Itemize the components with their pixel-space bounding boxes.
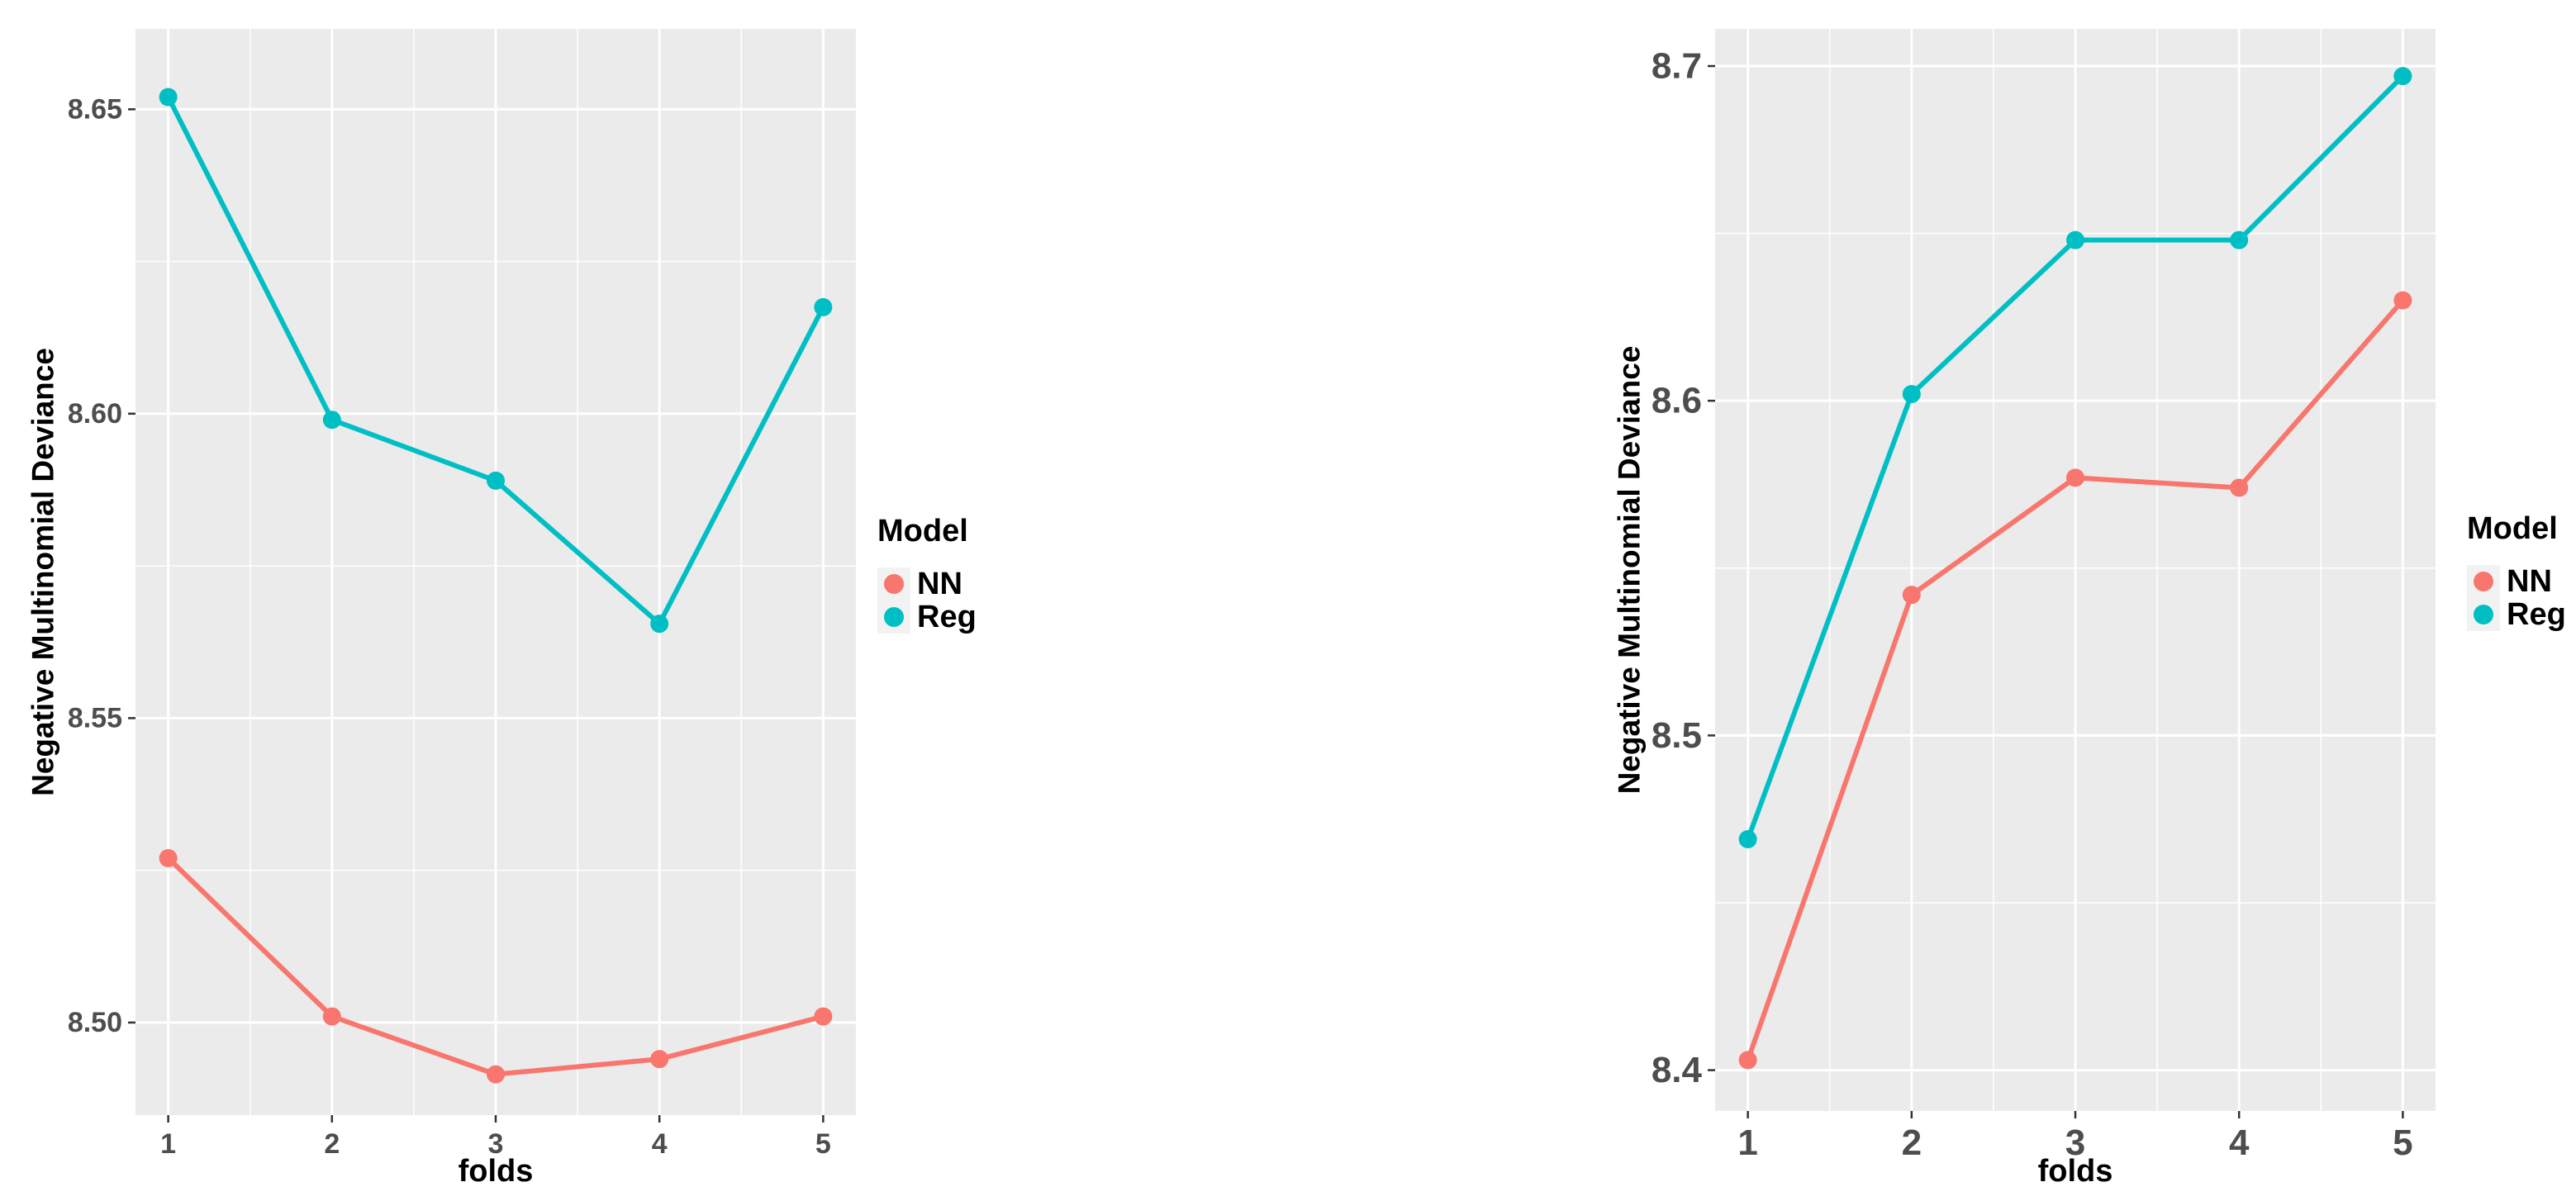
data-point-reg bbox=[322, 411, 341, 430]
data-point-nn bbox=[1902, 586, 1921, 605]
x-tick-label: 3 bbox=[488, 1128, 504, 1160]
x-tick-label: 3 bbox=[2065, 1123, 2085, 1163]
x-tick-label: 2 bbox=[1902, 1123, 1922, 1163]
x-axis-title: folds bbox=[459, 1154, 534, 1189]
data-point-reg bbox=[1902, 385, 1921, 404]
data-point-reg bbox=[2230, 230, 2249, 249]
x-tick-label: 1 bbox=[160, 1128, 176, 1160]
x-tick-label: 5 bbox=[2393, 1123, 2412, 1163]
left-chart: 8.50 8.55 8.60 8.65 1 2 3 4 5 folds Negative Multi… bbox=[26, 29, 977, 1189]
data-point-nn bbox=[2230, 478, 2249, 497]
right-chart: 8.4 8.5 8.6 8.7 1 2 3 4 5 folds Negative Multinomi… bbox=[1613, 29, 2566, 1189]
data-point-nn bbox=[322, 1007, 341, 1026]
y-tick-label: 8.7 bbox=[1652, 45, 1702, 86]
data-point-nn bbox=[650, 1050, 669, 1069]
y-tick-label: 8.5 bbox=[1652, 715, 1702, 756]
data-point-reg bbox=[2393, 67, 2412, 86]
y-tick-label: 8.4 bbox=[1652, 1050, 1703, 1090]
legend-label-reg: Reg bbox=[917, 600, 977, 634]
legend-key-reg bbox=[2474, 605, 2493, 624]
data-point-reg bbox=[487, 471, 505, 490]
data-point-reg bbox=[159, 88, 178, 107]
data-point-nn bbox=[159, 848, 178, 867]
legend-key-nn bbox=[884, 574, 904, 594]
x-tick-label: 4 bbox=[652, 1128, 668, 1160]
data-point-reg bbox=[650, 615, 669, 634]
y-tick-label: 8.50 bbox=[68, 1007, 122, 1038]
x-tick-label: 5 bbox=[815, 1128, 831, 1160]
data-point-reg bbox=[814, 297, 833, 316]
legend-label-nn: NN bbox=[2507, 564, 2552, 599]
data-point-reg bbox=[1738, 829, 1757, 848]
y-tick-label: 8.6 bbox=[1652, 381, 1702, 421]
legend-key-reg bbox=[884, 607, 904, 627]
x-tick-label: 1 bbox=[1737, 1123, 1757, 1163]
y-tick-label: 8.65 bbox=[68, 93, 122, 125]
legend-label-reg: Reg bbox=[2507, 597, 2566, 632]
y-axis-title: Negative Multinomial Deviance bbox=[1613, 346, 1647, 795]
legend-title: Model bbox=[877, 514, 968, 548]
y-tick-label: 8.60 bbox=[68, 398, 122, 430]
legend-key-nn bbox=[2474, 572, 2493, 591]
data-point-nn bbox=[487, 1065, 505, 1084]
data-point-nn bbox=[1738, 1051, 1757, 1070]
x-tick-label: 4 bbox=[2229, 1123, 2250, 1163]
data-point-reg bbox=[2066, 230, 2084, 249]
x-axis-title: folds bbox=[2038, 1154, 2113, 1189]
data-point-nn bbox=[2393, 291, 2412, 310]
data-point-nn bbox=[814, 1007, 833, 1026]
y-tick-label: 8.55 bbox=[68, 702, 122, 733]
legend-label-nn: NN bbox=[917, 567, 962, 601]
y-axis-title: Negative Multinomial Deviance bbox=[26, 348, 60, 796]
legend-title: Model bbox=[2467, 511, 2558, 546]
data-point-nn bbox=[2066, 468, 2084, 487]
x-tick-label: 2 bbox=[324, 1128, 340, 1160]
